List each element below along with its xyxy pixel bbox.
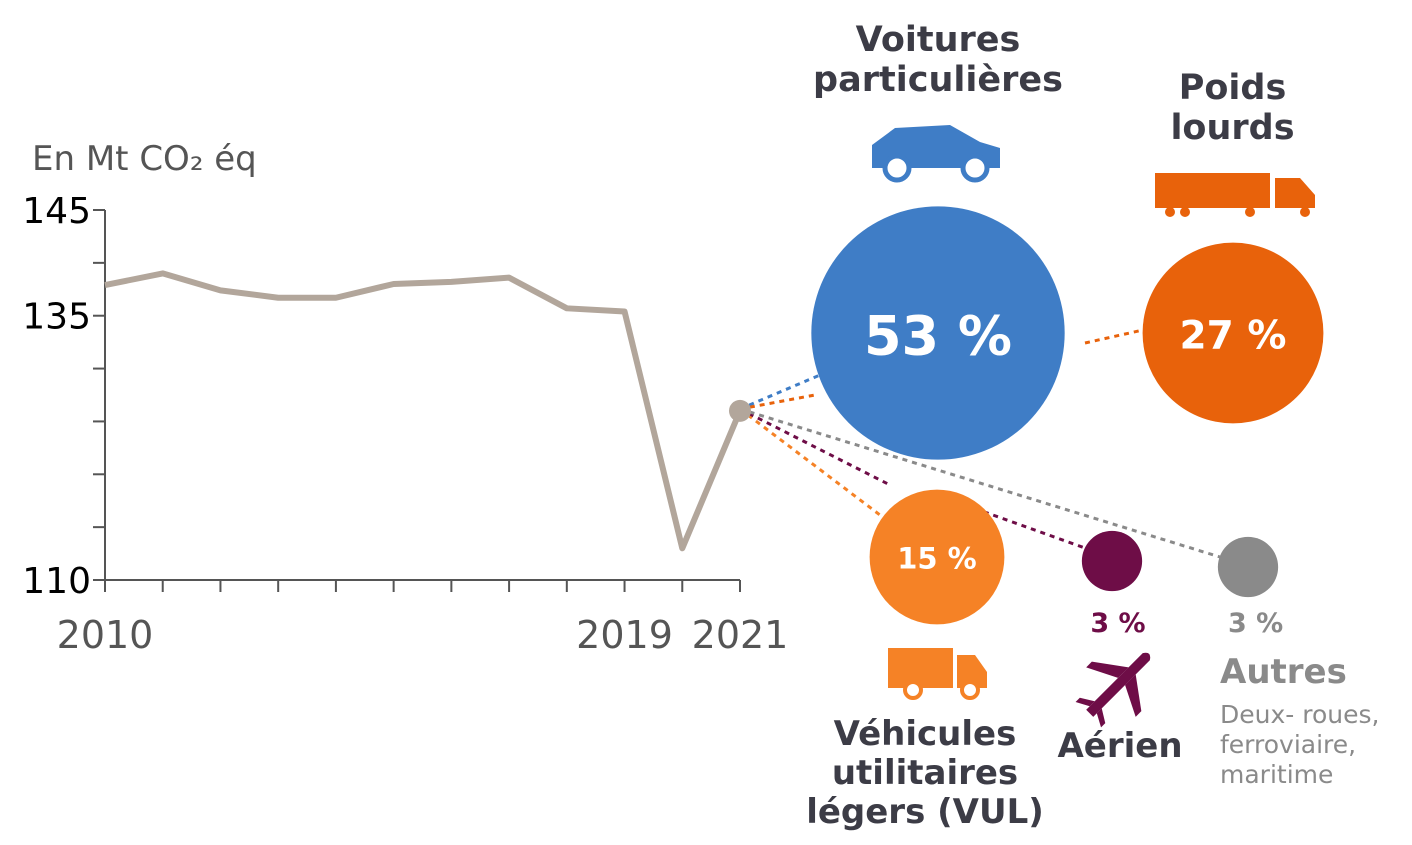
category-name: Véhicules utilitaires légers (VUL) bbox=[806, 714, 1044, 833]
category-name: Poids lourds bbox=[1170, 68, 1295, 149]
y-tick-label: 135 bbox=[22, 297, 91, 338]
y-tick-label: 145 bbox=[22, 191, 91, 232]
x-tick-label: 2021 bbox=[692, 613, 789, 657]
line bbox=[104, 270, 743, 552]
connector bbox=[1084, 328, 1144, 345]
connector bbox=[739, 393, 816, 411]
value-label: 53 % bbox=[864, 305, 1012, 368]
value-label: 15 % bbox=[897, 541, 977, 575]
plane-icon bbox=[1075, 652, 1151, 728]
connector bbox=[739, 407, 891, 487]
value-label: 3 % bbox=[1228, 608, 1283, 639]
category-name: Autres bbox=[1220, 652, 1347, 692]
bubble bbox=[1142, 242, 1324, 424]
bubble bbox=[1081, 530, 1143, 592]
bubble bbox=[869, 489, 1005, 625]
category-name: Aérien bbox=[1057, 726, 1183, 766]
x-tick-label: 2019 bbox=[576, 613, 673, 657]
value-label: 3 % bbox=[1090, 608, 1145, 639]
annotation: Deux- roues, ferroviaire, maritime bbox=[1220, 700, 1380, 789]
van-icon bbox=[888, 648, 987, 700]
connector bbox=[739, 373, 821, 411]
y-tick-label: 110 bbox=[22, 561, 91, 602]
bubble bbox=[1217, 536, 1279, 598]
x-tick-label: 2010 bbox=[57, 613, 154, 657]
end-point bbox=[729, 399, 751, 422]
car-icon bbox=[872, 125, 1000, 183]
connector bbox=[739, 407, 1221, 559]
bubble bbox=[811, 206, 1065, 460]
truck-icon bbox=[1155, 173, 1315, 217]
category-name: Voitures particulières bbox=[813, 20, 1063, 101]
y-axis-label: En Mt CO₂ éq bbox=[32, 139, 257, 179]
value-label: 27 % bbox=[1180, 313, 1287, 358]
